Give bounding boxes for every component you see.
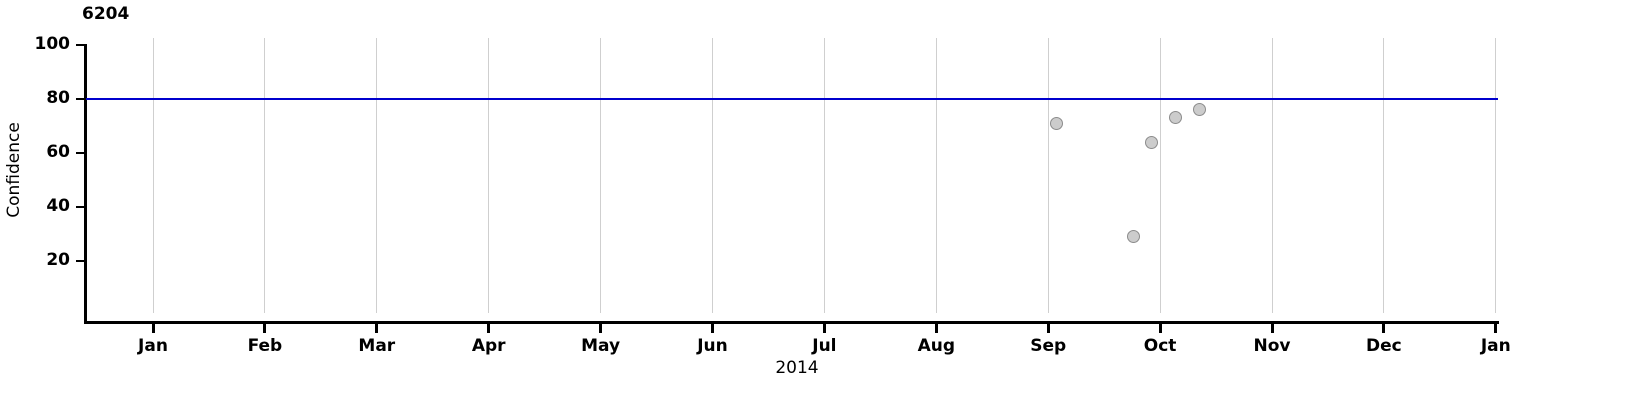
y-tick-20 [76,260,85,262]
y-tick-label-40: 40 [46,196,70,216]
y-tick-label-20: 20 [46,250,70,270]
x-tick-6 [822,324,826,333]
y-tick-40 [76,206,85,208]
x-tick-8 [1046,324,1050,333]
gridline-may-4 [600,38,602,313]
x-tick-label-1: Feb [247,336,283,356]
chart-title: 6204 [82,4,130,24]
gridline-dec-11 [1383,38,1385,313]
y-tick-label-wrap-80: 80 [0,88,70,108]
data-point[interactable] [1144,135,1158,149]
x-tick-label-5: Jun [697,336,728,356]
gridline-mar-2 [376,38,378,313]
gridline-aug-7 [935,38,937,313]
x-tick-7 [934,324,938,333]
y-tick-label-wrap-20: 20 [0,250,70,270]
x-tick-4 [599,324,603,333]
x-tick-label-4: May [581,336,621,356]
y-tick-label-100: 100 [34,34,71,54]
y-axis-title: Confidence [4,122,24,218]
x-tick-label-7: Aug [917,336,956,356]
x-axis-title-label: 2014 [775,358,819,378]
y-axis-line [84,44,87,324]
y-tick-60 [76,152,85,154]
x-tick-label-12: Jan [1480,336,1511,356]
gridline-jun-5 [712,38,713,313]
gridline-jan-12 [1495,38,1497,313]
x-tick-5 [711,324,714,333]
x-tick-11 [1382,324,1386,333]
gridline-nov-10 [1271,38,1273,313]
x-axis-line [84,321,1499,324]
x-tick-0 [151,324,155,333]
y-tick-label-60: 60 [46,142,70,162]
y-tick-label-wrap-60: 60 [0,142,70,162]
x-tick-label-3: Apr [471,336,506,356]
x-tick-10 [1270,324,1274,333]
x-tick-label-8: Sep [1030,336,1067,356]
x-tick-label-6: Jul [812,336,837,356]
x-tick-12 [1494,324,1498,333]
data-point[interactable] [1049,116,1063,130]
x-tick-9 [1158,324,1162,333]
x-tick-3 [487,324,491,333]
x-tick-1 [263,324,267,333]
y-tick-100 [76,44,85,46]
x-tick-label-10: Nov [1253,336,1291,356]
gridline-jul-6 [823,38,825,313]
x-tick-label-11: Dec [1366,336,1402,356]
gridline-feb-1 [264,38,266,313]
x-axis-title: 2014 [0,358,1650,378]
data-point[interactable] [1169,111,1183,125]
gridline-apr-3 [488,38,490,313]
data-point[interactable] [1192,103,1206,117]
x-tick-label-2: Mar [358,336,396,356]
x-tick-label-0: Jan [138,336,168,356]
gridline-jan-0 [152,38,154,313]
x-tick-2 [375,324,379,333]
y-tick-label-wrap-40: 40 [0,196,70,216]
x-tick-label-9: Oct [1143,336,1177,356]
y-tick-80 [76,98,85,100]
gridline-oct-9 [1159,38,1161,313]
y-tick-label-80: 80 [46,88,70,108]
data-point[interactable] [1126,230,1140,244]
y-tick-label-wrap-100: 100 [0,34,71,54]
threshold-line [86,98,1498,100]
gridline-sep-8 [1047,38,1049,313]
